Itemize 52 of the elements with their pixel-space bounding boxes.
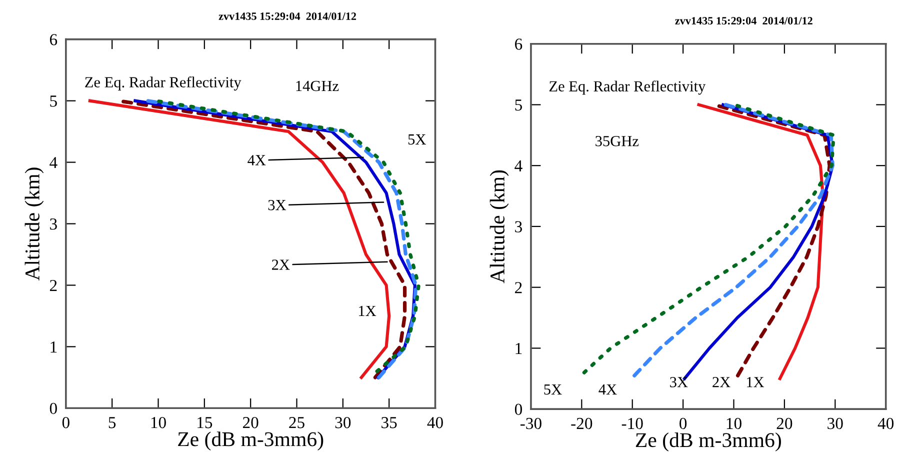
x-tick-label: -30 [520,418,542,430]
y-axis-title: Altitude (km) [24,168,44,281]
y-tick-label: 1 [516,342,522,354]
y-tick-label: 6 [50,34,58,46]
y-tick-label: 0 [50,402,57,414]
x-tick-label: 40 [878,418,894,430]
y-axis-title: Altitude (km) [490,170,509,284]
x-axis-title: Ze (dB m-3mm6) [178,432,324,450]
y-tick-label: 2 [50,280,57,291]
annotation: 2X [272,260,290,270]
x-tick-label: 0 [62,416,70,428]
annotation: 3X [268,200,286,210]
x-tick-label: -20 [571,418,592,430]
x-axis-title: Ze (dB m-3mm6) [636,432,781,452]
y-tick-label: 4 [50,157,58,168]
text: Ze Eq. Radar Reflectivity [549,80,706,95]
x-tick-label: 10 [151,416,166,428]
text: Ze Eq. Radar Reflectivity [85,76,242,91]
annotation: 1X [359,306,376,316]
y-tick-label: 3 [515,221,522,232]
x-tick-label: 30 [335,416,351,428]
y-tick-label: 1 [50,341,57,352]
x-tick-label: 30 [828,418,843,430]
x-tick-label: 35 [382,417,397,428]
x-tick-label: 5 [108,417,116,428]
chart-title: zvv1435 15:29:04 2014/01/12 [218,12,356,20]
x-tick-label: -10 [622,418,643,430]
chart-title: zvv1435 15:29:04 2014/01/12 [675,17,812,25]
y-tick-label: 4 [514,160,522,172]
x-tick-label: 40 [427,416,443,428]
annotation: 14GHz [296,80,339,92]
annotation: 35GHz [596,136,639,146]
x-tick-label: 25 [289,417,304,428]
annotation: 5X [408,134,426,145]
x-tick-label: 10 [726,418,742,430]
annotation: 2X [712,377,730,388]
y-tick-label: 5 [515,100,522,111]
x-tick-label: 15 [198,417,212,428]
annotation: 5X [544,384,562,395]
annotation: 3X [670,377,688,388]
line-series [582,102,836,374]
annotation: 4X [598,384,617,394]
x-tick-label: 20 [776,418,792,430]
y-tick-label: 0 [514,404,522,416]
x-tick-label: 20 [242,416,258,428]
y-tick-label: 5 [50,96,57,107]
y-tick-label: 6 [515,38,522,50]
annotation: 1X [747,377,764,388]
annotation: 4X [248,155,266,166]
x-tick-label: 0 [680,418,687,430]
y-tick-label: 2 [515,282,522,294]
y-tick-label: 3 [50,218,57,230]
